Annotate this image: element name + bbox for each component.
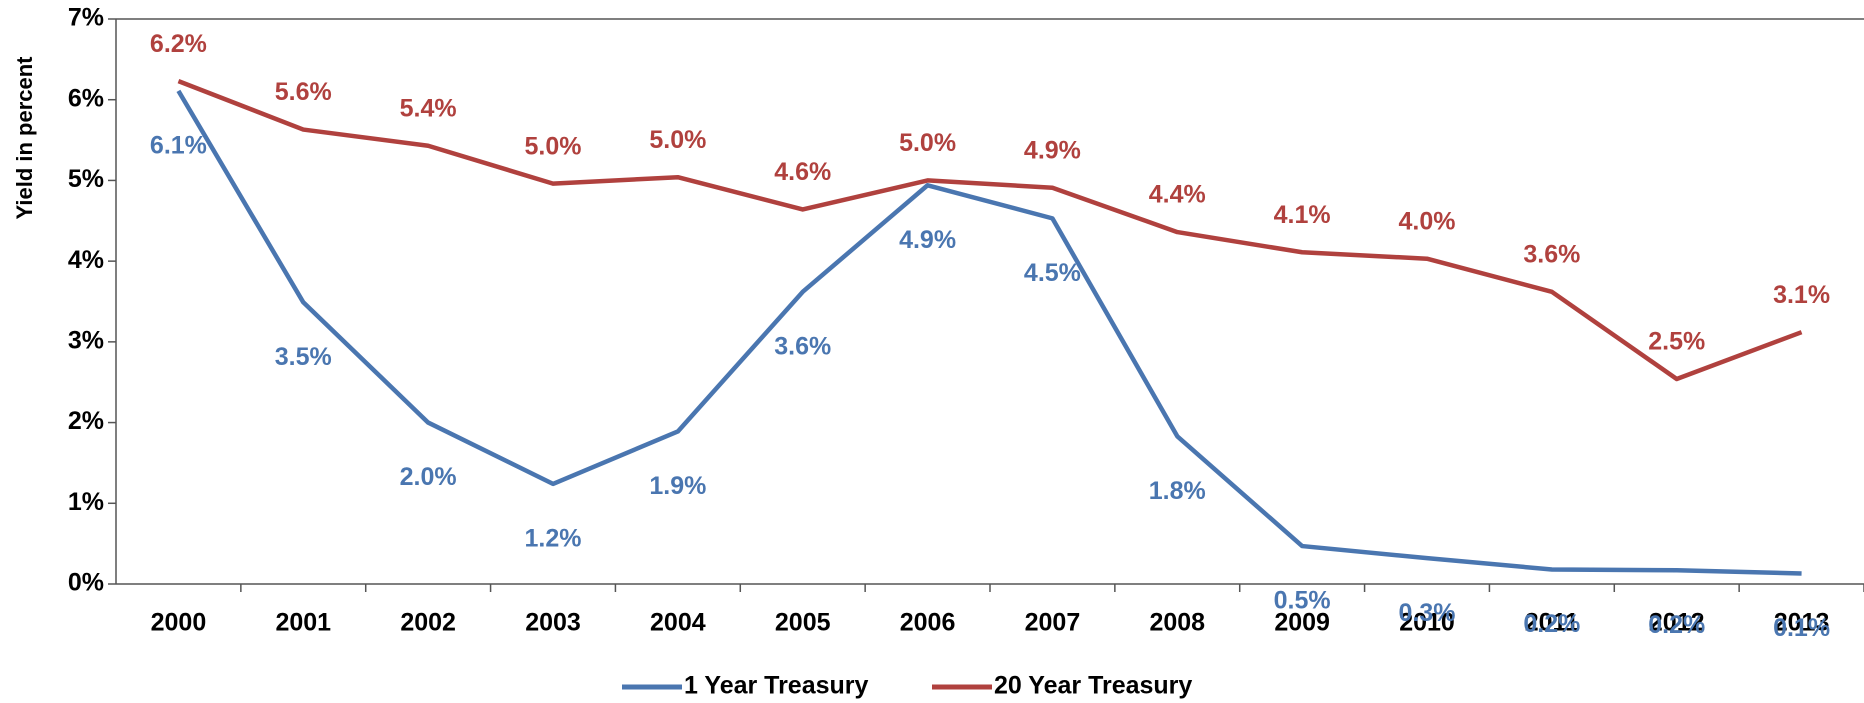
y-tick-label: 3%: [68, 326, 104, 354]
y-axis-title: Yield in percent: [12, 56, 37, 220]
data-label: 4.4%: [1149, 181, 1206, 209]
x-tick-label: 2005: [775, 609, 831, 637]
data-label: 4.6%: [774, 158, 831, 186]
x-tick-label: 2002: [400, 609, 456, 637]
x-tick-label: 2000: [151, 609, 207, 637]
data-label: 5.0%: [525, 132, 582, 160]
data-label: 3.1%: [1773, 281, 1830, 309]
x-tick-label: 2004: [650, 609, 706, 637]
x-tick-label: 2012: [1649, 609, 1705, 637]
series-line: [177, 79, 1803, 382]
data-label: 1.9%: [649, 472, 706, 500]
data-label: 2.0%: [400, 463, 457, 491]
data-label: 5.0%: [899, 129, 956, 157]
y-tick-label: 5%: [68, 165, 104, 193]
legend-label: 1 Year Treasury: [684, 672, 869, 700]
data-label: 5.4%: [400, 94, 457, 122]
x-tick-label: 2003: [525, 609, 581, 637]
data-label: 6.1%: [150, 131, 207, 159]
y-tick-label: 1%: [68, 488, 104, 516]
data-label: 0.3%: [1399, 599, 1456, 627]
data-label: 4.5%: [1024, 259, 1081, 287]
x-tick-label: 2006: [900, 609, 956, 637]
y-tick-label: 4%: [68, 246, 104, 274]
y-tick-label: 2%: [68, 407, 104, 435]
data-label: 1.2%: [525, 525, 582, 553]
data-label: 3.6%: [1523, 240, 1580, 268]
data-label: 4.0%: [1399, 207, 1456, 235]
data-label: 0.2%: [1523, 610, 1580, 638]
x-tick-label: 2008: [1149, 609, 1205, 637]
data-label: 5.0%: [649, 126, 706, 154]
data-label: 5.6%: [275, 78, 332, 106]
x-tick-label: 2001: [275, 609, 331, 637]
data-label: 3.6%: [774, 332, 831, 360]
data-label: 3.5%: [275, 343, 332, 371]
data-label: 4.9%: [899, 226, 956, 254]
data-label: 0.1%: [1773, 614, 1830, 642]
data-label: 4.1%: [1274, 201, 1331, 229]
data-label: 0.2%: [1648, 611, 1705, 639]
y-tick-label: 0%: [68, 569, 104, 597]
series-line: [176, 89, 1802, 576]
x-tick-label: 2011: [1525, 609, 1579, 637]
legend-label: 20 Year Treasury: [994, 672, 1192, 700]
data-label: 4.9%: [1024, 136, 1081, 164]
y-tick-label: 7%: [68, 4, 104, 32]
data-label: 2.5%: [1648, 328, 1705, 356]
x-tick-label: 2007: [1025, 609, 1081, 637]
data-label: 0.5%: [1274, 587, 1331, 615]
y-tick-label: 6%: [68, 84, 104, 112]
data-label: 6.2%: [150, 30, 207, 58]
data-label: 1.8%: [1149, 477, 1206, 505]
x-tick-label: 2009: [1274, 609, 1330, 637]
x-tick-label: 2013: [1774, 609, 1830, 637]
x-tick-label: 2010: [1399, 609, 1455, 637]
